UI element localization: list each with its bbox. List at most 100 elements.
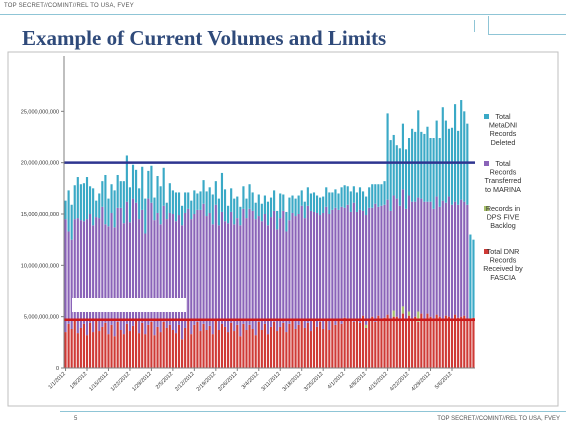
bar-segment — [414, 131, 417, 202]
x-tick-label: 1/29/2012 — [131, 371, 153, 393]
bars-group — [64, 100, 475, 368]
bar-segment — [147, 324, 150, 368]
bar-segment — [227, 223, 230, 333]
bar-segment — [98, 218, 101, 332]
x-tick-label: 1/8/2012 — [69, 371, 88, 390]
bar-segment — [303, 327, 306, 368]
bar-segment — [300, 320, 303, 368]
bar-segment — [135, 320, 138, 368]
bar-segment — [392, 134, 395, 196]
legend-swatch — [484, 206, 489, 211]
bar-segment — [294, 328, 297, 368]
bar-segment — [368, 319, 371, 368]
bar-segment — [119, 207, 122, 331]
bar-segment — [89, 214, 92, 323]
bar-segment — [315, 212, 319, 327]
bar-segment — [398, 318, 401, 368]
bar-segment — [368, 207, 371, 320]
x-tick-label: 2/26/2012 — [217, 371, 239, 393]
bar-segment — [171, 190, 174, 214]
bar-segment — [417, 311, 420, 322]
bar-segment — [297, 195, 300, 214]
bar-segment — [450, 127, 454, 205]
bar-segment — [466, 204, 469, 319]
bar-segment — [404, 208, 408, 320]
bar-segment — [254, 202, 257, 220]
bar-segment — [282, 322, 285, 368]
bar-segment — [309, 331, 312, 368]
bar-segment — [73, 320, 76, 368]
bar-segment — [144, 233, 147, 335]
bar-segment — [365, 324, 368, 328]
bar-segment — [337, 209, 340, 319]
bar-segment — [260, 221, 263, 331]
bar-segment — [73, 185, 76, 220]
bar-segment — [377, 315, 380, 368]
bar-segment — [429, 138, 432, 202]
bar-segment — [460, 199, 463, 317]
bar-segment — [392, 310, 395, 317]
bar-segment — [395, 316, 398, 368]
legend-label: Transferred — [485, 176, 522, 185]
bar-segment — [174, 221, 178, 334]
bar-segment — [414, 201, 417, 317]
bar-segment — [199, 331, 202, 368]
bar-segment — [159, 332, 162, 368]
bar-segment — [220, 211, 224, 324]
bar-segment — [181, 225, 184, 340]
bar-segment — [312, 318, 316, 368]
bar-segment — [383, 204, 386, 318]
bar-segment — [266, 225, 270, 335]
classification-banner-top: TOP SECRET//COMINT//REL TO USA, FVEY — [4, 3, 134, 9]
bar-segment — [374, 203, 377, 322]
bar-segment — [429, 201, 432, 317]
bar-segment — [85, 219, 89, 336]
bar-segment — [217, 330, 220, 368]
bar-segment — [288, 323, 291, 368]
bar-segment — [460, 316, 463, 368]
bar-segment — [233, 198, 236, 225]
bar-segment — [135, 169, 138, 203]
decorative-corner-line — [488, 34, 566, 35]
bar-segment — [266, 201, 270, 226]
bar-segment — [98, 331, 101, 368]
bar-segment — [441, 200, 444, 320]
bar-segment — [377, 206, 380, 316]
bar-segment — [273, 190, 276, 211]
bar-segment — [383, 317, 386, 368]
bar-segment — [426, 313, 429, 368]
bar-segment — [429, 316, 432, 368]
bar-segment — [131, 164, 135, 199]
bar-segment — [319, 197, 322, 216]
bar-segment — [315, 195, 319, 213]
bar-segment — [233, 331, 236, 368]
footer-divider-line — [60, 411, 566, 412]
bar-segment — [82, 323, 86, 368]
bar-segment — [184, 212, 187, 328]
bar-segment — [349, 211, 352, 319]
bar-segment — [199, 191, 202, 210]
bar-segment — [300, 190, 303, 206]
bar-segment — [101, 181, 104, 207]
legend-label: Backlog — [490, 221, 516, 230]
bar-segment — [187, 208, 190, 321]
bar-segment — [282, 210, 285, 323]
bar-segment — [380, 205, 383, 320]
bar-segment — [472, 317, 475, 368]
bar-segment — [260, 203, 263, 222]
bar-segment — [398, 148, 401, 206]
bar-segment — [177, 215, 181, 325]
bar-segment — [306, 187, 309, 206]
bar-segment — [371, 207, 374, 317]
bar-segment — [303, 218, 306, 328]
bar-segment — [122, 334, 125, 368]
bar-segment — [248, 184, 251, 209]
bar-segment — [386, 199, 389, 315]
bar-segment — [82, 221, 86, 324]
bar-segment — [352, 202, 355, 322]
bar-segment — [254, 335, 257, 368]
bar-segment — [187, 320, 190, 368]
legend-label: Total — [495, 159, 511, 168]
bar-segment — [319, 321, 322, 368]
bar-segment — [285, 231, 288, 333]
